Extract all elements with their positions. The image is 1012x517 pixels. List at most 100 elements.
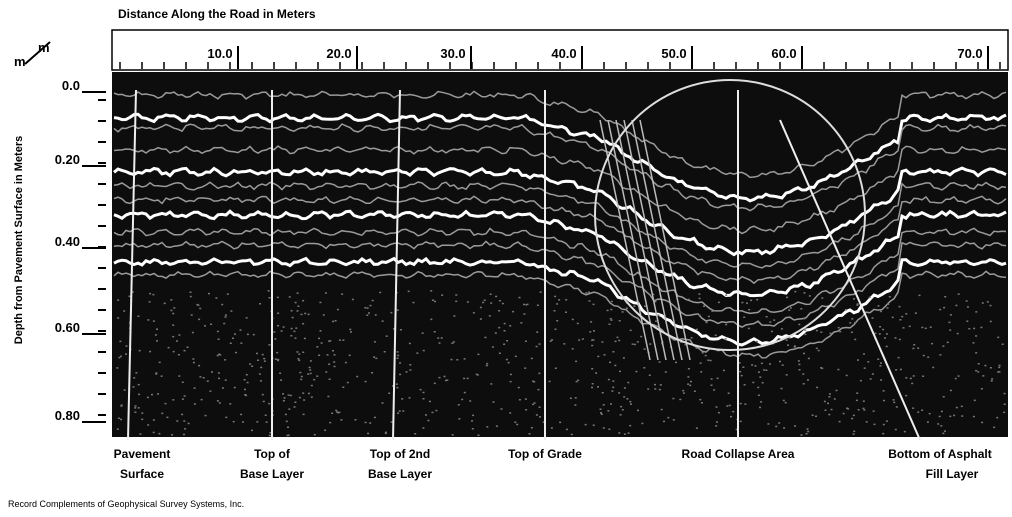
speckle — [839, 330, 842, 333]
speckle — [302, 323, 305, 325]
speckle — [788, 309, 791, 311]
speckle — [626, 398, 629, 400]
speckle — [532, 403, 535, 406]
speckle — [524, 367, 527, 369]
speckle — [479, 318, 482, 320]
speckle — [738, 362, 741, 364]
speckle — [789, 307, 792, 309]
speckle — [711, 310, 714, 312]
speckle — [171, 434, 174, 436]
speckle — [773, 319, 776, 321]
speckle — [138, 349, 141, 352]
speckle — [431, 411, 434, 414]
speckle — [193, 403, 196, 405]
speckle — [517, 386, 520, 389]
speckle — [399, 373, 402, 376]
speckle — [334, 320, 337, 322]
speckle — [618, 320, 621, 322]
speckle — [346, 381, 349, 384]
speckle — [658, 361, 661, 363]
speckle — [1003, 403, 1006, 405]
speckle — [536, 331, 539, 333]
speckle — [859, 379, 862, 382]
speckle — [294, 401, 297, 403]
speckle — [408, 342, 411, 345]
speckle — [922, 354, 925, 357]
corner-unit: m — [14, 54, 26, 69]
speckle — [152, 431, 155, 434]
speckle — [463, 358, 466, 360]
speckle — [701, 352, 704, 354]
speckle — [172, 335, 175, 338]
speckle — [209, 390, 212, 392]
speckle — [981, 302, 984, 304]
speckle — [287, 394, 290, 396]
speckle — [147, 319, 150, 321]
speckle — [700, 371, 703, 373]
speckle — [235, 351, 237, 354]
speckle — [550, 427, 553, 429]
speckle — [862, 400, 865, 402]
speckle — [901, 315, 904, 318]
speckle — [820, 331, 823, 333]
speckle — [316, 375, 319, 377]
speckle — [158, 432, 161, 435]
speckle — [647, 388, 650, 390]
speckle — [803, 292, 806, 294]
speckle — [351, 298, 354, 301]
speckle — [498, 310, 501, 312]
speckle — [804, 333, 807, 336]
speckle — [192, 361, 195, 364]
speckle — [429, 400, 431, 403]
speckle — [912, 407, 915, 409]
speckle — [655, 320, 658, 322]
speckle — [244, 388, 246, 391]
speckle — [584, 423, 587, 426]
speckle — [618, 339, 621, 342]
speckle — [451, 434, 454, 436]
speckle — [965, 300, 968, 302]
speckle — [837, 368, 840, 371]
speckle — [193, 387, 196, 389]
speckle — [725, 294, 728, 296]
speckle — [975, 311, 978, 313]
speckle — [348, 354, 351, 357]
speckle — [282, 326, 285, 328]
speckle — [888, 296, 891, 298]
speckle — [116, 428, 119, 430]
speckle — [659, 384, 662, 386]
speckle — [887, 303, 890, 305]
speckle — [518, 296, 521, 299]
speckle — [852, 433, 855, 435]
speckle — [618, 392, 621, 394]
speckle — [265, 421, 268, 423]
speckle — [395, 383, 398, 385]
speckle — [828, 396, 831, 398]
speckle — [786, 296, 789, 299]
speckle — [461, 398, 464, 401]
speckle — [844, 309, 847, 311]
speckle — [610, 300, 613, 303]
speckle — [269, 432, 272, 434]
speckle — [137, 383, 140, 386]
speckle — [509, 325, 512, 327]
speckle — [854, 338, 857, 341]
speckle — [290, 335, 293, 337]
speckle — [698, 297, 701, 300]
speckle — [430, 290, 433, 292]
speckle — [202, 377, 205, 379]
speckle — [877, 358, 880, 360]
speckle — [120, 418, 122, 421]
speckle — [587, 291, 590, 293]
speckle — [644, 305, 646, 307]
band — [113, 270, 1007, 359]
speckle — [264, 414, 267, 416]
speckle — [707, 315, 710, 318]
speckle — [268, 344, 271, 346]
speckle — [785, 339, 788, 341]
speckle — [687, 368, 690, 370]
speckle — [229, 403, 232, 405]
speckle — [120, 404, 123, 406]
speckle — [300, 313, 303, 316]
speckle — [714, 334, 717, 336]
